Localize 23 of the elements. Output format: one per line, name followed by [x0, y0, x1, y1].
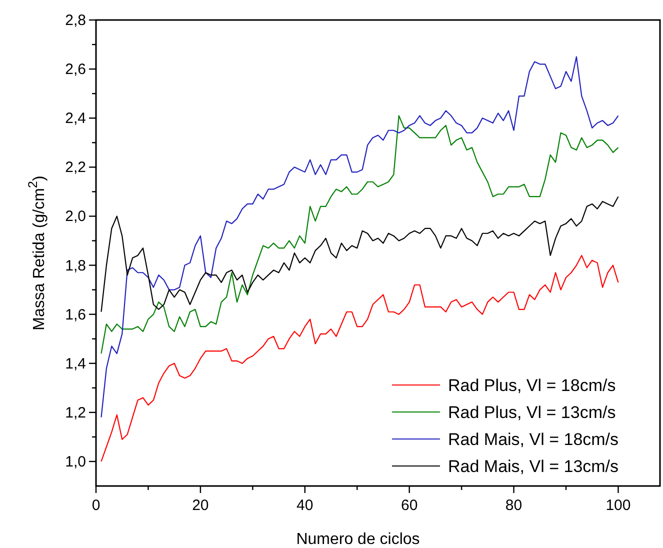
x-tick-label: 100 [606, 497, 631, 514]
y-tick-label: 1,8 [65, 257, 86, 274]
y-tick-label: 2,6 [65, 61, 86, 78]
x-tick-label: 40 [296, 497, 314, 514]
legend-label: Rad Plus, Vl = 18cm/s [448, 376, 616, 395]
legend-label: Rad Mais, Vl = 13cm/s [448, 457, 619, 476]
y-tick-label: 1,6 [65, 306, 86, 324]
x-tick-label: 20 [192, 497, 209, 514]
x-tick-label: 60 [400, 497, 418, 514]
line-series [100, 115, 619, 354]
y-tick-label: 2,2 [65, 159, 86, 176]
y-tick-label: 1,2 [65, 404, 86, 422]
x-axis-title: Numero de ciclos [296, 531, 420, 548]
y-tick-label: 2,0 [65, 208, 86, 226]
y-tick-label: 1,0 [65, 453, 86, 470]
y-tick-label: 2,4 [65, 110, 86, 128]
legend-label: Rad Plus, Vl = 13cm/s [448, 403, 616, 422]
y-tick-label: 2,8 [65, 12, 86, 29]
x-tick-label: 80 [505, 497, 522, 514]
line-series [100, 196, 619, 312]
legend-label: Rad Mais, Vl = 18cm/s [448, 430, 619, 449]
y-tick-label: 1,4 [65, 355, 86, 372]
x-tick-label: 0 [92, 497, 100, 514]
